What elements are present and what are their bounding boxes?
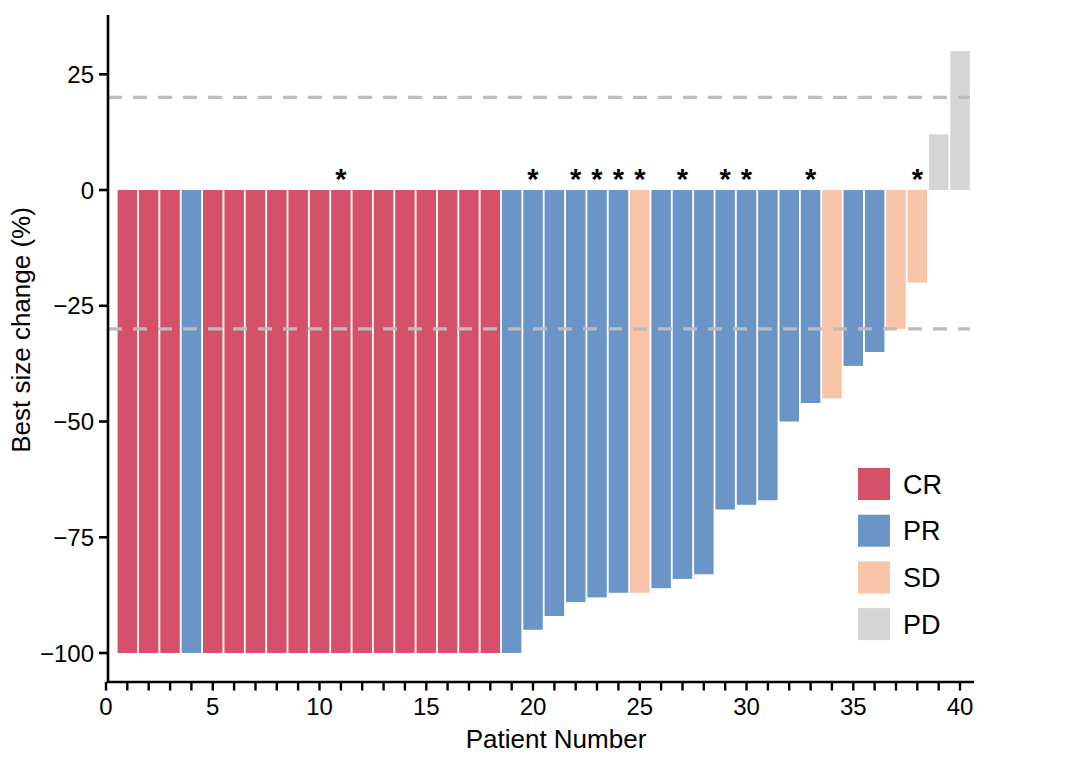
legend-swatch-sd	[858, 561, 890, 593]
bar-patient-11	[331, 190, 351, 653]
y-tick-label-0: 0	[81, 177, 94, 204]
legend-item-pr: PR	[858, 515, 941, 547]
bar-patient-27	[673, 190, 693, 579]
bar-patient-30	[737, 190, 757, 505]
asterisk-patient-20: *	[527, 163, 539, 195]
asterisk-patient-30: *	[741, 163, 753, 195]
y-tick-label-25: 25	[67, 61, 94, 88]
bars-group	[118, 51, 970, 653]
bar-patient-18	[481, 190, 501, 653]
bar-patient-12	[353, 190, 373, 653]
waterfall-chart-canvas: *********** 250−25−50−75−100051015202530…	[0, 0, 1080, 763]
bar-patient-21	[545, 190, 565, 616]
bar-patient-9	[288, 190, 308, 653]
bar-patient-23	[587, 190, 607, 597]
x-tick-label-25: 25	[626, 693, 653, 720]
legend-swatch-pr	[858, 515, 890, 547]
bar-patient-25	[630, 190, 650, 593]
bar-patient-33	[801, 190, 821, 403]
x-tick-label-30: 30	[733, 693, 760, 720]
x-tick-label-10: 10	[306, 693, 333, 720]
x-tick-label-35: 35	[840, 693, 867, 720]
legend-swatch-pd	[858, 608, 890, 640]
y-tick-label--75: −75	[53, 524, 94, 551]
x-tick-label-0: 0	[99, 693, 112, 720]
bar-patient-8	[267, 190, 287, 653]
bar-patient-40	[950, 51, 970, 190]
bar-patient-31	[758, 190, 778, 500]
legend-label-pd: PD	[903, 610, 941, 640]
asterisk-patient-33: *	[805, 163, 817, 195]
bar-patient-37	[886, 190, 906, 329]
legend-label-cr: CR	[903, 470, 942, 500]
asterisk-patient-27: *	[677, 163, 689, 195]
y-tick-label--25: −25	[53, 292, 94, 319]
asterisk-patient-11: *	[335, 163, 347, 195]
bar-patient-29	[715, 190, 735, 510]
bar-patient-2	[139, 190, 159, 653]
asterisk-patient-22: *	[570, 163, 582, 195]
bar-patient-3	[160, 190, 180, 653]
bar-patient-7	[246, 190, 266, 653]
x-tick-label-5: 5	[206, 693, 219, 720]
bar-patient-39	[929, 134, 949, 190]
bar-patient-15	[417, 190, 437, 653]
bar-patient-13	[374, 190, 394, 653]
x-axis-title: Patient Number	[466, 724, 647, 754]
bar-patient-22	[566, 190, 586, 602]
bar-patient-16	[438, 190, 458, 653]
x-tick-label-40: 40	[947, 693, 974, 720]
bar-patient-1	[118, 190, 138, 653]
asterisk-patient-24: *	[613, 163, 625, 195]
legend-item-pd: PD	[858, 608, 941, 640]
asterisk-patient-25: *	[634, 163, 646, 195]
bar-patient-35	[844, 190, 864, 366]
bar-patient-6	[224, 190, 244, 653]
asterisk-patient-23: *	[591, 163, 603, 195]
asterisk-patient-29: *	[720, 163, 732, 195]
legend: CR PR SD PD	[858, 468, 942, 640]
bar-patient-10	[310, 190, 330, 653]
bar-patient-5	[203, 190, 223, 653]
bar-patient-20	[523, 190, 543, 630]
bar-patient-28	[694, 190, 714, 574]
y-tick-label--50: −50	[53, 408, 94, 435]
legend-item-sd: SD	[858, 561, 941, 593]
bar-patient-19	[502, 190, 522, 653]
bar-patient-34	[822, 190, 842, 398]
y-tick-label--100: −100	[40, 640, 94, 667]
asterisk-patient-38: *	[912, 163, 924, 195]
legend-label-sd: SD	[903, 563, 941, 593]
legend-item-cr: CR	[858, 468, 942, 500]
bar-patient-24	[609, 190, 629, 593]
bar-patient-26	[651, 190, 671, 588]
bar-patient-38	[908, 190, 928, 283]
bar-patient-32	[780, 190, 800, 422]
waterfall-chart-figure: *********** 250−25−50−75−100051015202530…	[0, 0, 1080, 763]
y-axis-title: Best size change (%)	[6, 207, 36, 453]
bar-patient-4	[182, 190, 202, 653]
legend-label-pr: PR	[903, 516, 941, 546]
bar-patient-17	[459, 190, 479, 653]
bar-patient-14	[395, 190, 415, 653]
x-tick-label-20: 20	[520, 693, 547, 720]
x-tick-label-15: 15	[413, 693, 440, 720]
legend-swatch-cr	[858, 468, 890, 500]
